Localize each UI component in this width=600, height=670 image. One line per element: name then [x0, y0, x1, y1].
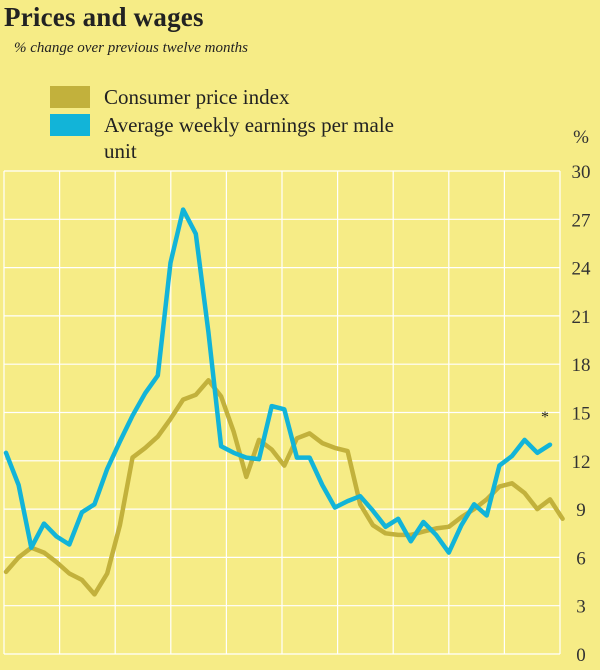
- legend-swatch-awe: [50, 114, 90, 136]
- y-tick-label: 6: [576, 548, 586, 569]
- legend-label-awe-text: Average weekly earnings per male unit: [104, 113, 394, 163]
- y-tick-label: 9: [576, 500, 586, 521]
- y-axis-unit: %: [573, 127, 589, 148]
- legend-item-awe: Average weekly earnings per male unit: [50, 112, 404, 164]
- y-tick-label: 3: [576, 597, 586, 618]
- awe-series-line: [3, 207, 553, 555]
- y-tick-label: 12: [572, 452, 591, 473]
- legend-item-cpi: Consumer price index: [50, 84, 289, 110]
- y-tick-label: 18: [572, 355, 591, 376]
- y-tick-label: 30: [572, 162, 591, 183]
- legend-label-cpi: Consumer price index: [104, 85, 290, 109]
- legend-label-awe: Average weekly earnings per male unit: [104, 112, 404, 164]
- chart-title: Prices and wages: [4, 2, 204, 32]
- y-tick-label: 15: [572, 404, 591, 425]
- y-tick-label: 0: [576, 645, 586, 666]
- chart-subtitle: % change over previous twelve months: [14, 40, 248, 56]
- legend-swatch-cpi: [50, 86, 90, 108]
- y-tick-label: 27: [572, 210, 591, 231]
- annotation-asterisk: *: [541, 409, 549, 426]
- y-tick-label: 21: [572, 307, 591, 328]
- y-tick-label: 24: [572, 259, 592, 280]
